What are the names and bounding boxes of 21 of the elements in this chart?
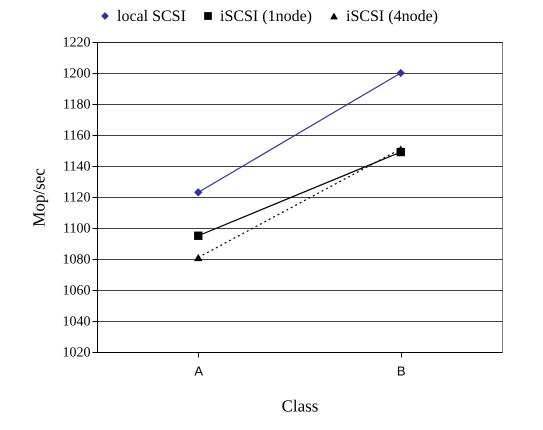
point — [194, 188, 202, 197]
y-tick-label: 1100 — [63, 222, 90, 236]
point — [396, 68, 405, 78]
y-tick-label: 1040 — [62, 314, 90, 330]
y-tick-label: 1180 — [63, 98, 90, 112]
y-tick-label: 1140 — [63, 160, 90, 174]
y-tick-label: 1200 — [62, 66, 90, 82]
y-tick-label: 1120 — [63, 190, 90, 206]
y-tick-label: 1020 — [62, 346, 90, 360]
legend-label: iSCSI (4node) — [346, 8, 438, 25]
legend-label: iSCSI (1node) — [220, 8, 312, 25]
legend-label: local SCSI — [117, 8, 186, 25]
y-tick-label: 1060 — [62, 284, 90, 298]
x-tick-label: B — [396, 364, 406, 378]
y-axis-title: Mop/sec — [30, 168, 48, 227]
point — [194, 232, 202, 240]
y-tick-label: 1080 — [62, 252, 90, 268]
y-tick-label: 1160 — [63, 128, 90, 144]
x-axis-title: Class — [282, 396, 318, 416]
x-tick-label: A — [194, 364, 204, 378]
y-tick-label: 1220 — [62, 36, 90, 50]
